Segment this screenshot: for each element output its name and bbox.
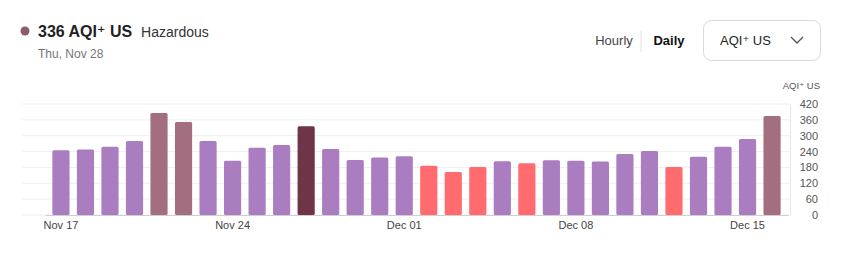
bars <box>52 113 780 215</box>
bar[interactable] <box>592 162 609 215</box>
bar[interactable] <box>224 161 241 215</box>
x-tick: Nov 24 <box>215 215 250 231</box>
bar[interactable] <box>175 122 192 215</box>
bar[interactable] <box>494 161 511 215</box>
y-tick-label: 420 <box>800 98 818 110</box>
bar[interactable] <box>150 113 167 215</box>
x-tick-label: Nov 17 <box>44 219 79 231</box>
bar[interactable] <box>101 147 118 215</box>
y-tick: 240 <box>790 146 818 158</box>
y-tick: 420 <box>790 98 818 110</box>
bar[interactable] <box>714 147 731 215</box>
dropdown-label[interactable]: AQI⁺ US <box>720 33 771 48</box>
bar[interactable] <box>690 157 707 215</box>
y-tick: 0 <box>790 209 818 221</box>
grid <box>22 104 790 215</box>
y-tick-label: 300 <box>800 130 818 142</box>
y-tick-label: 360 <box>800 114 818 126</box>
x-axis-line <box>46 215 789 216</box>
bar[interactable] <box>126 141 143 215</box>
y-tick-label: 180 <box>800 161 818 173</box>
date: Thu, Nov 28 <box>38 47 104 61</box>
bar[interactable] <box>52 150 69 215</box>
y-tick-label: 240 <box>800 146 818 158</box>
bar[interactable] <box>371 157 388 215</box>
bar[interactable] <box>445 172 462 215</box>
x-tick-label: Nov 24 <box>215 219 250 231</box>
grid-line <box>22 135 790 136</box>
grid-line <box>22 119 790 120</box>
subtitle: Hazardous <box>141 24 209 40</box>
bar[interactable] <box>763 116 780 215</box>
x-tick-label: Dec 15 <box>730 219 765 231</box>
bar[interactable] <box>543 160 560 215</box>
bar[interactable] <box>469 167 486 215</box>
bar[interactable] <box>518 163 535 215</box>
x-tick: Dec 08 <box>558 215 593 231</box>
x-axis: Nov 17 Nov 24 Dec 01 Dec 08 Dec 15 <box>44 215 789 231</box>
y-tick: 300 <box>790 130 818 142</box>
y-tick: 60 <box>790 193 818 205</box>
x-tick: Dec 15 <box>730 215 765 231</box>
dropdown-chevron <box>791 37 803 43</box>
bar[interactable] <box>396 156 413 215</box>
bar[interactable] <box>322 149 339 215</box>
bar[interactable] <box>739 139 756 215</box>
y-tick: 120 <box>790 177 818 189</box>
x-tick: Nov 17 <box>44 215 79 231</box>
bar[interactable] <box>347 160 364 215</box>
bar[interactable] <box>567 161 584 215</box>
chart: 336 AQI⁺ US Hazardous Thu, Nov 28 Hourly Dai… <box>0 0 841 256</box>
y-axis-line <box>790 105 791 216</box>
status-dot <box>21 27 30 36</box>
bar[interactable] <box>199 141 216 215</box>
bar[interactable] <box>665 167 682 215</box>
dropdown[interactable] <box>704 21 821 61</box>
bar[interactable] <box>616 154 633 215</box>
bar[interactable] <box>420 166 437 215</box>
tab-separator <box>641 30 642 52</box>
grid-line <box>22 104 790 105</box>
y-tick-label: 60 <box>806 193 818 205</box>
y-tick: 180 <box>790 161 818 173</box>
y-axis-title: AQI⁺ US <box>783 80 820 91</box>
x-tick: Dec 01 <box>387 215 422 231</box>
title: 336 AQI⁺ US <box>38 23 132 40</box>
tab[interactable]: Hourly <box>595 33 633 48</box>
bar[interactable] <box>641 151 658 215</box>
bar[interactable] <box>273 145 290 215</box>
tab[interactable]: Daily <box>653 33 685 48</box>
y-tick-label: 120 <box>800 177 818 189</box>
y-axis: 0 60 120 180 240 300 360 420 <box>790 98 818 221</box>
y-tick: 360 <box>790 114 818 126</box>
bar[interactable] <box>298 126 315 215</box>
x-tick-label: Dec 08 <box>558 219 593 231</box>
y-tick-label: 0 <box>812 209 818 221</box>
bar[interactable] <box>249 148 266 215</box>
bar[interactable] <box>77 149 94 215</box>
x-tick-label: Dec 01 <box>387 219 422 231</box>
